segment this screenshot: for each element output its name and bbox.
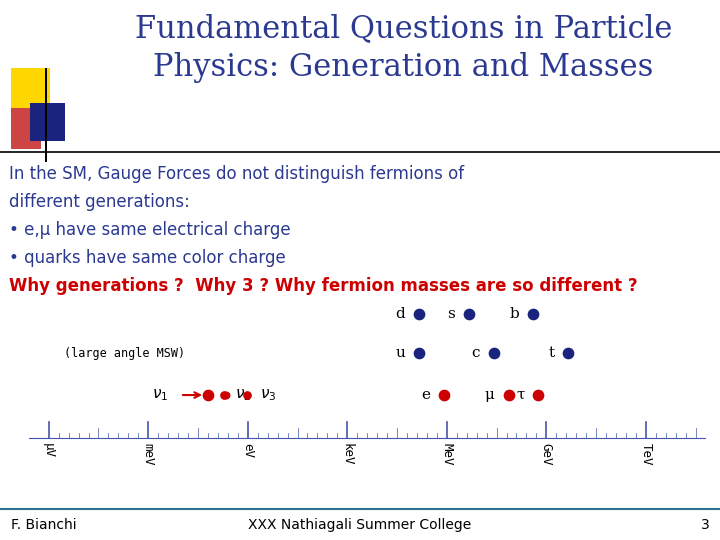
Text: F. Bianchi: F. Bianchi (11, 518, 76, 532)
Point (202, 391, 214, 400)
Text: MeV: MeV (441, 443, 454, 465)
Text: different generations:: different generations: (9, 193, 189, 211)
Text: In the SM, Gauge Forces do not distinguish fermions of: In the SM, Gauge Forces do not distingui… (9, 165, 464, 183)
Point (533, 391, 544, 400)
Point (241, 391, 253, 400)
Text: d: d (395, 307, 405, 321)
Text: τ: τ (516, 388, 524, 402)
Text: (large angle MSW): (large angle MSW) (63, 347, 185, 360)
Point (413, 349, 425, 357)
Text: $\nu_1$: $\nu_1$ (152, 387, 168, 403)
Text: Why generations ?  Why 3 ? Why fermion masses are so different ?: Why generations ? Why 3 ? Why fermion ma… (9, 277, 637, 295)
Point (220, 391, 232, 400)
Point (503, 391, 514, 400)
Point (218, 391, 230, 400)
Text: u: u (395, 346, 405, 360)
Point (562, 349, 574, 357)
Text: eV: eV (241, 443, 254, 458)
Text: • e,μ have same electrical charge: • e,μ have same electrical charge (9, 221, 290, 239)
Text: b: b (510, 307, 520, 321)
Point (413, 310, 425, 319)
Point (463, 310, 474, 319)
Text: GeV: GeV (540, 443, 553, 465)
Point (438, 391, 449, 400)
Text: TeV: TeV (639, 443, 652, 465)
Text: keV: keV (341, 443, 354, 465)
Text: 3: 3 (701, 518, 709, 532)
Text: s: s (447, 307, 455, 321)
Text: Fundamental Questions in Particle
Physics: Generation and Masses: Fundamental Questions in Particle Physic… (135, 14, 672, 83)
Text: $\nu_2$: $\nu_2$ (235, 387, 251, 403)
Text: e: e (421, 388, 430, 402)
Text: μ: μ (485, 388, 495, 402)
Text: XXX Nathiagali Summer College: XXX Nathiagali Summer College (248, 518, 472, 532)
Text: μV: μV (42, 443, 55, 458)
Text: meV: meV (142, 443, 155, 465)
Point (488, 349, 500, 357)
Text: $\nu_3$: $\nu_3$ (260, 387, 276, 403)
Text: • quarks have same color charge: • quarks have same color charge (9, 249, 285, 267)
Text: t: t (548, 346, 554, 360)
Point (528, 310, 539, 319)
Text: c: c (471, 346, 480, 360)
